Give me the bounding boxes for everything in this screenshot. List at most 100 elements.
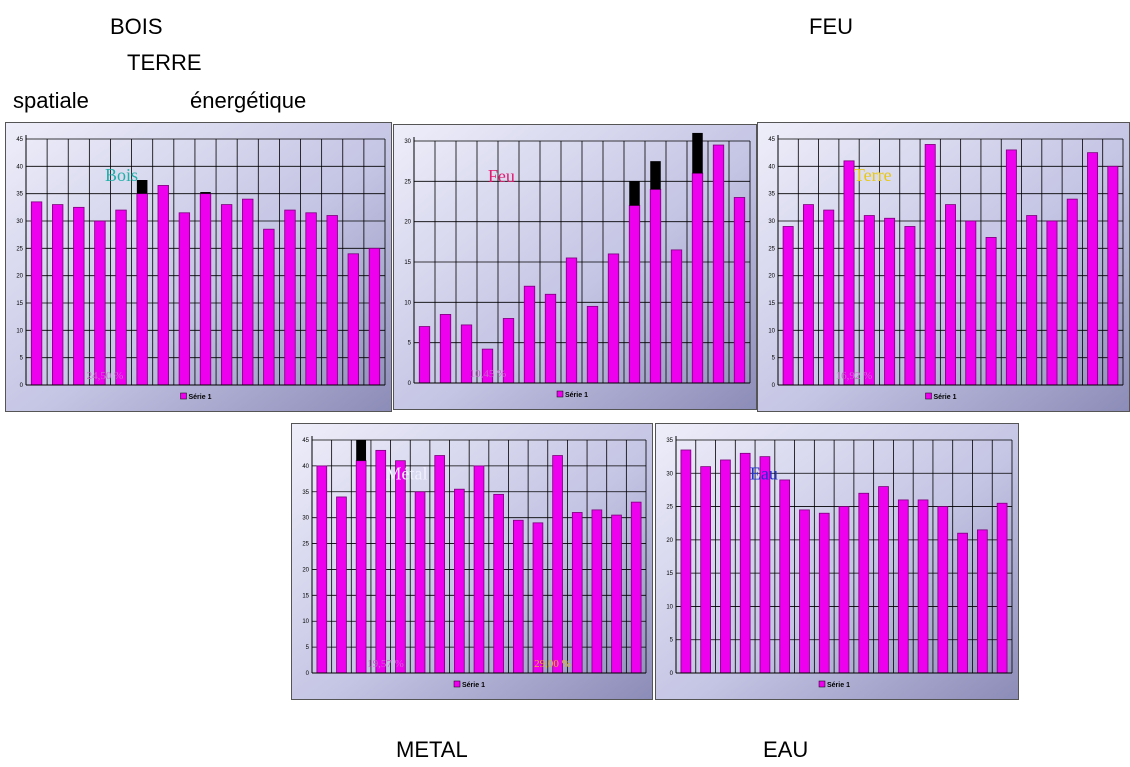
legend-swatch	[925, 392, 932, 400]
chart-bois: 45 40 35 30 25 20 15 10 5 0 Bois 24,50 % Série 1	[6, 123, 391, 411]
y-tick-label: 25	[768, 246, 775, 252]
bar	[917, 499, 929, 674]
y-tick-label: 15	[16, 301, 23, 307]
chart-annotation: 19,57 %	[367, 658, 404, 670]
y-tick-label: 10	[302, 619, 309, 625]
y-tick-label: 20	[404, 220, 411, 226]
bar	[565, 257, 578, 384]
chart-annotation: 10,45 %	[470, 368, 507, 380]
bar	[945, 204, 956, 386]
bar	[700, 466, 711, 674]
y-tick-label: 15	[768, 301, 775, 307]
bar	[94, 220, 106, 386]
bar	[937, 506, 949, 674]
bar	[157, 185, 169, 386]
bar	[199, 193, 212, 386]
bar	[843, 160, 855, 386]
bar	[957, 532, 968, 674]
y-tick-label: 30	[666, 471, 673, 477]
y-tick-label: 30	[768, 219, 775, 225]
bar	[904, 226, 916, 386]
bar	[1005, 149, 1017, 386]
bar	[523, 285, 536, 384]
legend-swatch	[556, 390, 564, 398]
y-tick-label: 35	[302, 490, 309, 496]
bar	[996, 502, 1008, 674]
y-tick-label: 30	[16, 219, 23, 225]
label-bois: BOIS	[110, 14, 163, 39]
bar	[434, 455, 446, 674]
bar	[878, 486, 889, 674]
y-tick-label: 30	[302, 516, 309, 522]
bar	[858, 492, 870, 674]
bar	[347, 253, 360, 386]
chart-feu-panel: 30 25 20 15 10 5 0 Feu 10,45 % Série 1	[393, 124, 757, 410]
bar	[802, 204, 814, 386]
y-tick-label: 20	[16, 274, 23, 280]
chart-annotation: 29,00 %	[534, 658, 571, 670]
chart-metal: 45 40 35 30 25 20 15 10 5 0 Métal 19,57 % 29,00 % Sér…	[292, 424, 652, 699]
y-tick-label: 25	[666, 505, 673, 511]
legend-swatch	[180, 392, 187, 400]
chart-feu: 30 25 20 15 10 5 0 Feu 10,45 % Série 1	[394, 125, 756, 409]
bar	[336, 496, 347, 674]
y-tick-label: 0	[670, 671, 674, 677]
y-tick-label: 5	[408, 341, 412, 347]
bar	[544, 293, 557, 384]
y-tick-label: 30	[404, 139, 411, 145]
chart-eau-panel: 35 30 25 20 15 10 5 0 Eau Série 1	[655, 423, 1019, 700]
bar	[924, 144, 936, 386]
chart-metal-panel: 45 40 35 30 25 20 15 10 5 0 Métal 19,57 % 29,00 % Sér…	[291, 423, 653, 700]
y-tick-label: 5	[772, 356, 776, 362]
bar	[30, 201, 43, 386]
y-tick-label: 25	[16, 246, 23, 252]
bar	[670, 249, 683, 384]
bar	[242, 198, 254, 386]
bar-top-segment	[650, 161, 661, 190]
bar	[552, 455, 563, 674]
bar-top-segment	[356, 440, 367, 461]
y-tick-label: 15	[302, 593, 309, 599]
bar	[586, 305, 599, 384]
legend-label: Série 1	[189, 394, 212, 401]
chart-title: Bois	[105, 165, 138, 185]
bar	[779, 479, 791, 674]
y-tick-label: 0	[306, 671, 310, 677]
bar	[418, 326, 431, 384]
bar	[628, 205, 641, 384]
bar	[965, 220, 977, 386]
bar	[897, 499, 909, 674]
bar	[823, 209, 835, 386]
bar	[136, 193, 148, 386]
bar	[691, 172, 704, 384]
bar	[1026, 215, 1038, 386]
bar	[284, 209, 296, 386]
bar	[591, 509, 603, 674]
legend-label: Série 1	[934, 394, 957, 401]
y-tick-label: 35	[768, 192, 775, 198]
bar	[375, 449, 387, 674]
label-terre: TERRE	[127, 50, 202, 75]
bar	[316, 465, 328, 674]
y-tick-label: 0	[20, 383, 24, 389]
bar-top-segment	[200, 192, 211, 194]
y-tick-label: 35	[16, 192, 23, 198]
bar	[414, 491, 426, 674]
bar	[51, 204, 64, 386]
bar	[782, 226, 794, 386]
bar	[395, 460, 406, 674]
bar	[305, 212, 317, 386]
y-tick-label: 25	[302, 542, 309, 548]
bar-top-segment	[629, 181, 640, 206]
y-tick-label: 15	[404, 260, 411, 266]
bar	[607, 253, 620, 384]
chart-title: Eau	[750, 464, 778, 484]
bar	[355, 460, 367, 674]
bar	[1087, 152, 1099, 386]
y-tick-label: 45	[302, 438, 309, 444]
y-tick-label: 20	[666, 538, 673, 544]
legend-label: Série 1	[827, 682, 850, 689]
bar	[178, 212, 191, 386]
bar	[1066, 198, 1078, 386]
chart-annotation: 24,50 %	[87, 370, 124, 382]
